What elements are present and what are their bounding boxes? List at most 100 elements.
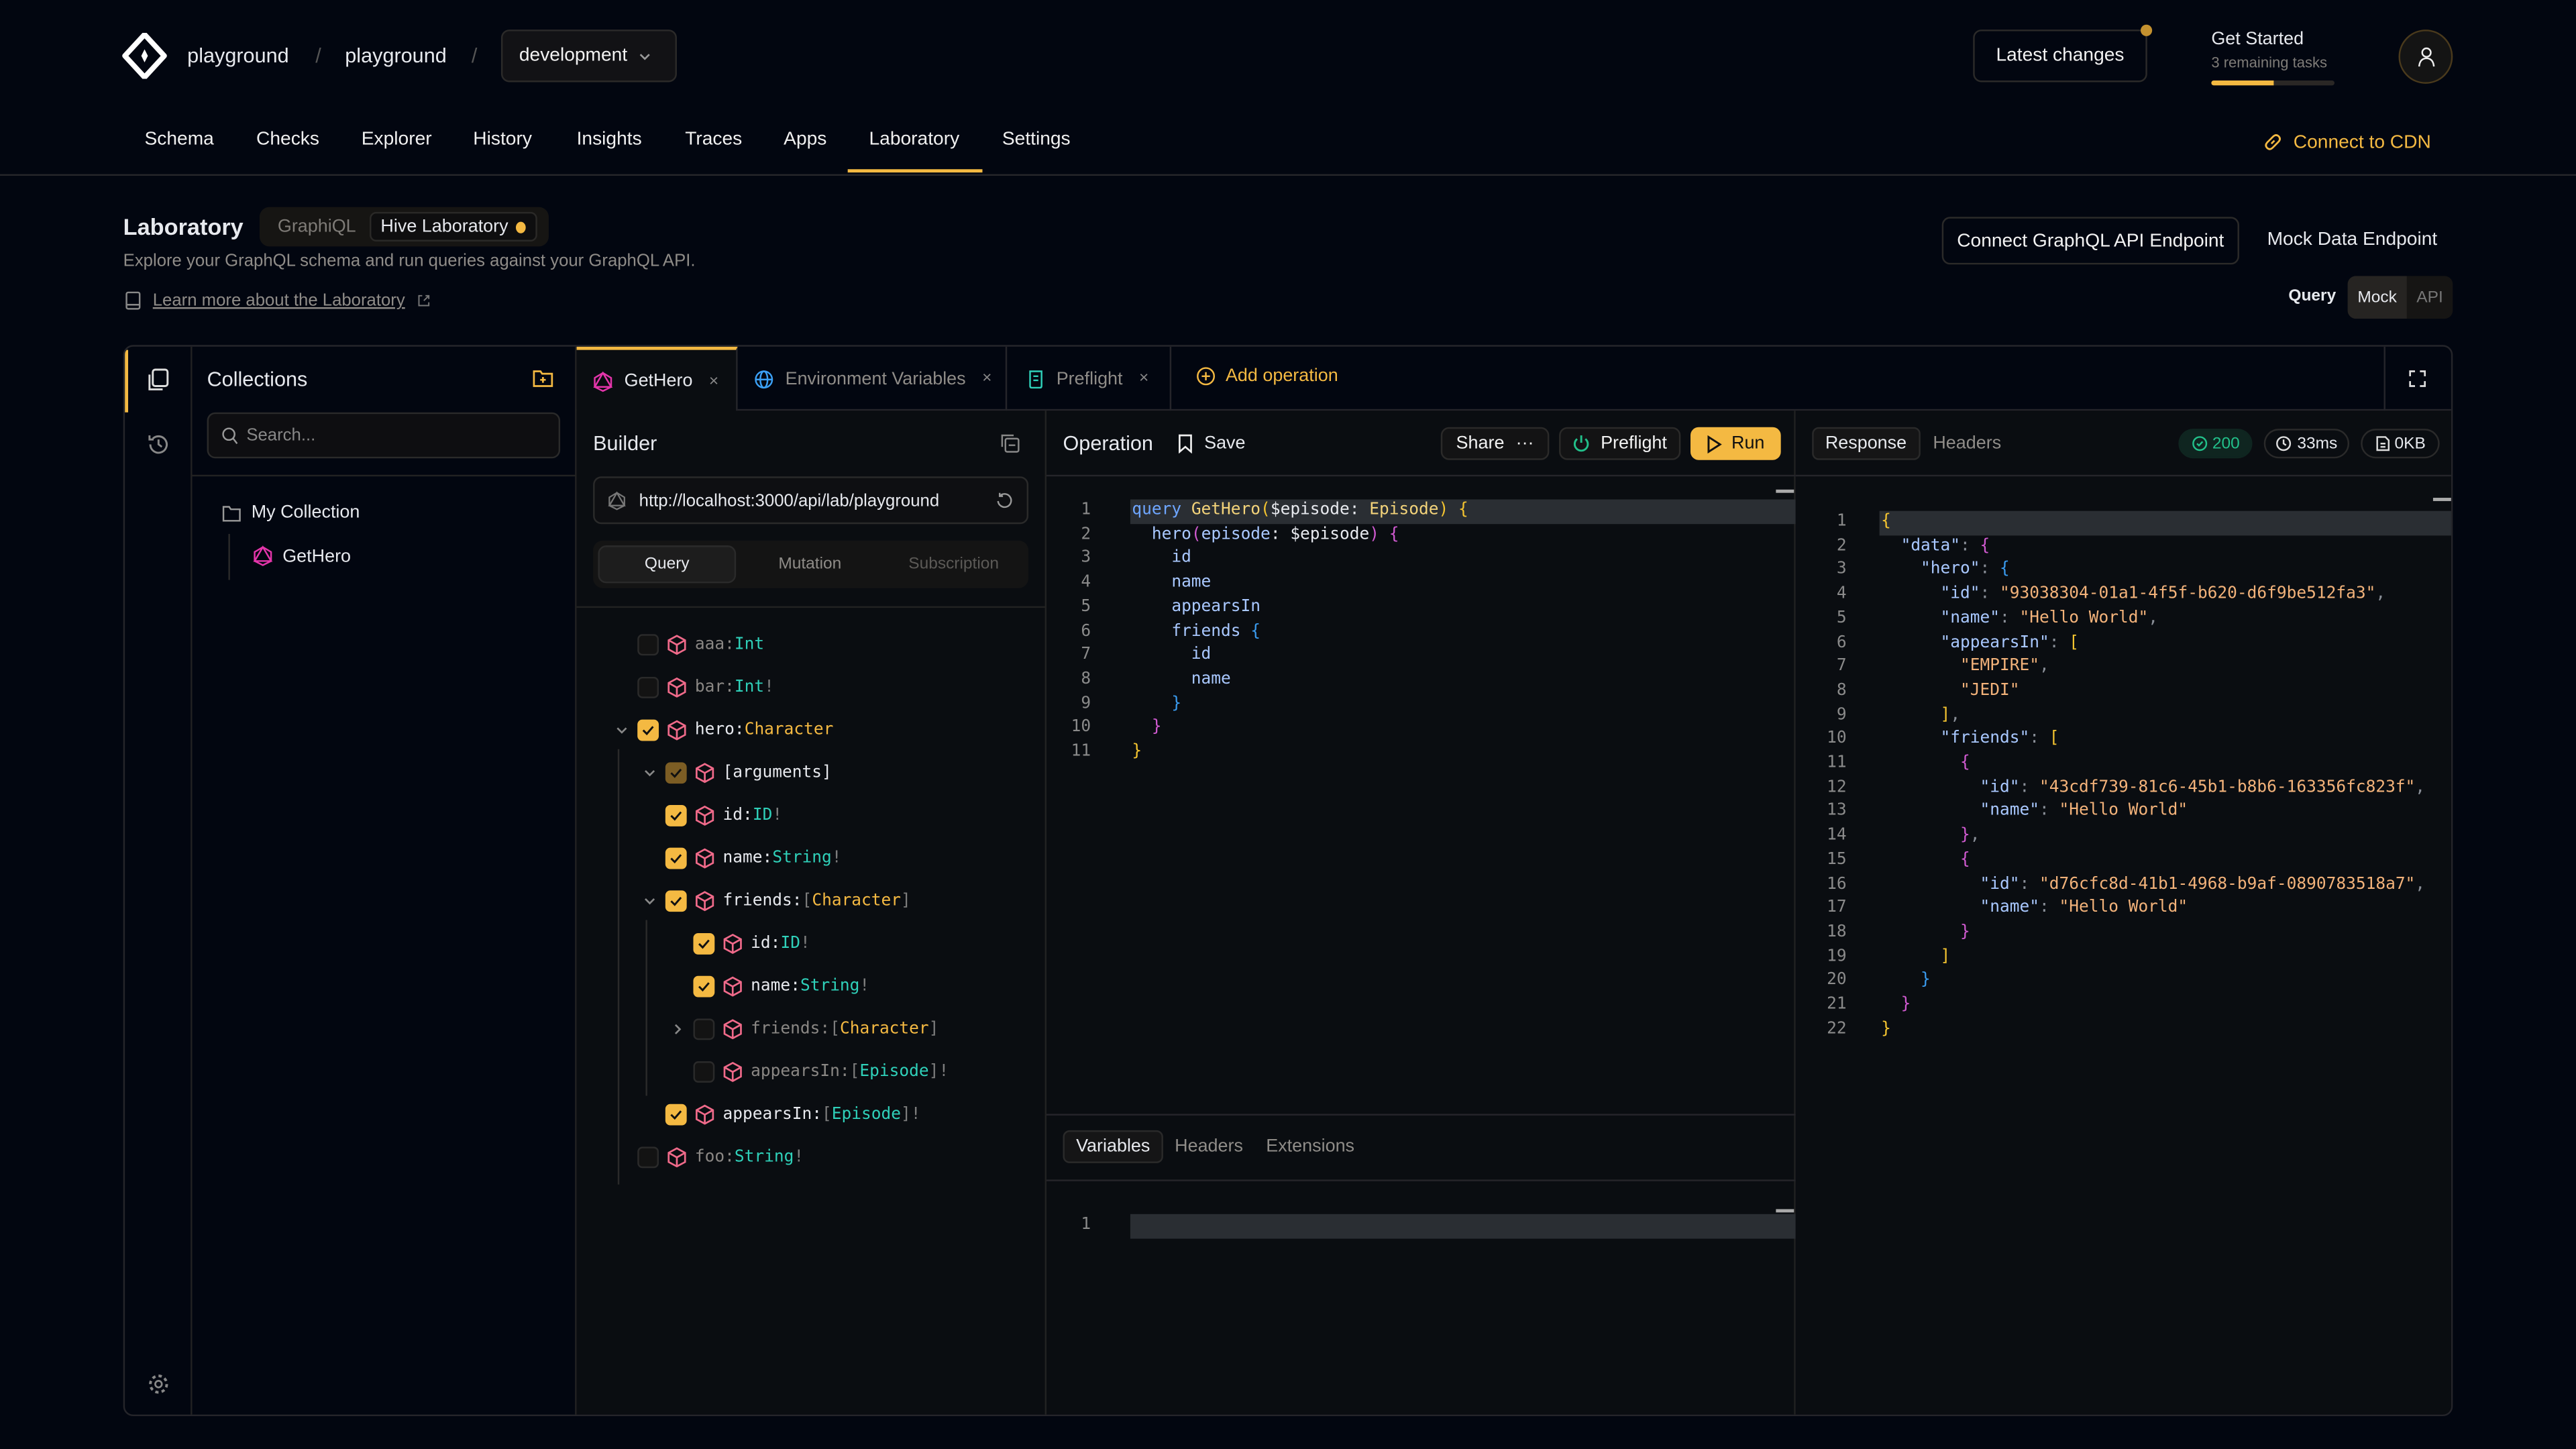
field-row[interactable]: id: ID! (670, 926, 810, 959)
operation-editor[interactable]: 1 query GetHero($episode: Episode) {2 her… (1046, 499, 1796, 1124)
collection-item-gethero[interactable]: GetHero (253, 545, 351, 567)
scrollbar-thumb[interactable] (1776, 489, 1794, 493)
tab-response-headers[interactable]: Headers (1933, 433, 2002, 453)
history-icon[interactable] (146, 432, 171, 457)
nav-tab-checks[interactable]: Checks (256, 129, 319, 150)
share-button[interactable]: Share ··· (1440, 427, 1550, 460)
field-row[interactable]: name: String! (643, 841, 842, 874)
endpoint-url-input[interactable]: http://localhost:3000/api/lab/playground (593, 476, 1029, 525)
field-checkbox[interactable] (693, 1060, 715, 1082)
preflight-button[interactable]: Preflight (1559, 427, 1681, 460)
mode-graphiql[interactable]: GraphiQL (277, 217, 356, 237)
field-type[interactable]: Int (734, 678, 765, 696)
nav-tab-traces[interactable]: Traces (685, 129, 743, 150)
field-checkbox[interactable] (637, 633, 659, 655)
field-type[interactable]: ID (780, 934, 800, 953)
breadcrumb-project[interactable]: playground (345, 44, 447, 68)
field-checkbox[interactable] (693, 975, 715, 997)
collapse-icon[interactable] (1000, 434, 1020, 453)
op-type-mutation[interactable]: Mutation (778, 555, 842, 574)
variables-editor[interactable]: 1 (1046, 1214, 1796, 1379)
avatar[interactable] (2398, 30, 2453, 84)
folder-plus-icon[interactable] (532, 368, 553, 388)
field-checkbox[interactable] (693, 1018, 715, 1039)
nav-tab-apps[interactable]: Apps (784, 129, 827, 150)
field-row[interactable]: [arguments] (643, 756, 832, 789)
field-checkbox[interactable] (665, 761, 687, 783)
op-type-subscription[interactable]: Subscription (908, 555, 1000, 574)
field-checkbox[interactable] (665, 1103, 687, 1125)
refresh-icon[interactable] (996, 491, 1014, 509)
nav-tab-settings[interactable]: Settings (1002, 129, 1071, 150)
tab-headers[interactable]: Headers (1175, 1136, 1243, 1157)
chevron-down-icon[interactable] (643, 893, 665, 908)
scrollbar-thumb[interactable] (2432, 498, 2451, 501)
response-viewer[interactable]: 1{2 "data": {3 "hero": {4 "id": "9303830… (1796, 511, 2451, 1398)
tab-environment-variables[interactable]: Environment Variables × (738, 346, 1008, 411)
nav-tab-history[interactable]: History (473, 129, 532, 150)
nav-tab-insights[interactable]: Insights (576, 129, 642, 150)
save-button[interactable]: Save (1178, 434, 1246, 453)
collections-icon[interactable] (146, 368, 171, 393)
field-type[interactable]: Character (812, 891, 902, 910)
field-checkbox[interactable] (693, 932, 715, 954)
field-row[interactable]: friends: [Character] (643, 884, 911, 917)
toggle-mock[interactable]: Mock (2347, 276, 2407, 319)
close-icon[interactable]: × (1139, 370, 1149, 388)
connect-cdn-link[interactable]: Connect to CDN (2262, 131, 2431, 153)
field-type[interactable]: Character (839, 1019, 929, 1038)
add-operation-button[interactable]: Add operation (1196, 366, 1338, 386)
tab-preflight[interactable]: Preflight × (1007, 346, 1172, 411)
nav-tab-laboratory[interactable]: Laboratory (869, 129, 960, 150)
field-type[interactable]: Int (734, 635, 765, 653)
search-input[interactable]: Search... (207, 412, 561, 459)
mode-hive-laboratory[interactable]: Hive Laboratory (369, 211, 538, 242)
tab-response[interactable]: Response (1812, 427, 1920, 460)
tab-extensions[interactable]: Extensions (1266, 1136, 1355, 1157)
field-checkbox[interactable] (665, 890, 687, 911)
nav-tab-explorer[interactable]: Explorer (361, 129, 432, 150)
op-type-query[interactable]: Query (598, 545, 737, 584)
mock-endpoint-button[interactable]: Mock Data Endpoint (2267, 229, 2438, 250)
field-type[interactable]: ID (752, 806, 773, 824)
field-row[interactable]: friends: [Character] (670, 1012, 938, 1045)
nav-tab-schema[interactable]: Schema (144, 129, 214, 150)
field-type[interactable]: String (734, 1147, 794, 1166)
field-checkbox[interactable] (665, 804, 687, 826)
tab-gethero[interactable]: GetHero × (576, 346, 738, 413)
latest-changes-button[interactable]: Latest changes (1973, 30, 2147, 83)
settings-icon[interactable] (146, 1372, 171, 1397)
field-row[interactable]: hero: Character (614, 713, 833, 746)
field-row[interactable]: aaa: Int (614, 628, 764, 661)
collection-folder[interactable]: My Collection (222, 502, 360, 523)
environment-selector[interactable]: development (500, 30, 677, 83)
fullscreen-icon[interactable] (2408, 370, 2426, 388)
field-row[interactable]: appearsIn: [Episode]! (643, 1097, 921, 1130)
field-type[interactable]: String (772, 848, 832, 867)
field-row[interactable]: name: String! (670, 969, 869, 1002)
field-row[interactable]: appearsIn: [Episode]! (670, 1055, 949, 1087)
get-started-title[interactable]: Get Started (2211, 30, 2304, 50)
connect-endpoint-button[interactable]: Connect GraphQL API Endpoint (1941, 217, 2239, 265)
chevron-down-icon[interactable] (614, 722, 637, 737)
close-icon[interactable]: × (982, 370, 992, 388)
close-icon[interactable]: × (708, 372, 719, 390)
breadcrumb-org[interactable]: playground (187, 44, 289, 68)
learn-more-link[interactable]: Learn more about the Laboratory (125, 290, 429, 311)
tab-variables[interactable]: Variables (1063, 1130, 1163, 1163)
field-type[interactable]: Episode (831, 1104, 902, 1123)
chevron-down-icon[interactable] (643, 765, 665, 780)
scrollbar-thumb[interactable] (1776, 1209, 1794, 1213)
hive-logo[interactable] (121, 32, 168, 79)
field-checkbox[interactable] (665, 847, 687, 869)
field-checkbox[interactable] (637, 1146, 659, 1168)
field-row[interactable]: id: ID! (643, 798, 782, 831)
field-type[interactable]: Character (744, 720, 834, 739)
field-row[interactable]: bar: Int! (614, 670, 774, 703)
toggle-api[interactable]: API (2416, 288, 2443, 307)
field-type[interactable]: String (800, 976, 860, 995)
field-checkbox[interactable] (637, 676, 659, 698)
field-row[interactable]: foo: String! (614, 1140, 804, 1173)
field-checkbox[interactable] (637, 718, 659, 741)
run-button[interactable]: Run (1690, 427, 1781, 460)
